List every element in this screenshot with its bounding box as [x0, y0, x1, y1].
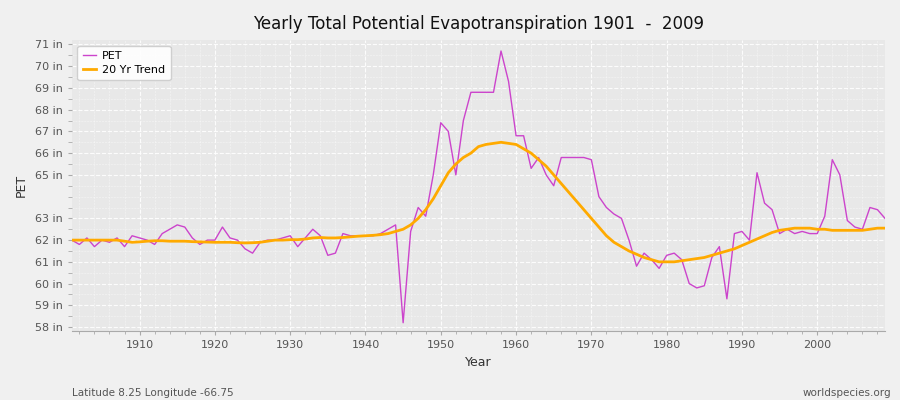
Line: PET: PET [72, 51, 885, 323]
PET [398, 320, 409, 325]
Line: 20 Yr Trend: 20 Yr Trend [72, 142, 885, 262]
PET [616, 216, 627, 221]
PET [292, 244, 303, 249]
PET [127, 233, 138, 238]
PET [518, 133, 529, 138]
X-axis label: Year: Year [465, 356, 491, 369]
20 Yr Trend [496, 140, 507, 145]
20 Yr Trend [879, 226, 890, 230]
20 Yr Trend [518, 146, 529, 151]
20 Yr Trend [292, 237, 303, 242]
Text: worldspecies.org: worldspecies.org [803, 388, 891, 398]
PET [879, 216, 890, 221]
PET [496, 48, 507, 53]
PET [338, 231, 348, 236]
Legend: PET, 20 Yr Trend: PET, 20 Yr Trend [77, 46, 170, 80]
20 Yr Trend [67, 238, 77, 242]
Y-axis label: PET: PET [15, 174, 28, 197]
20 Yr Trend [653, 260, 664, 264]
20 Yr Trend [338, 235, 348, 240]
PET [526, 166, 536, 171]
Text: Latitude 8.25 Longitude -66.75: Latitude 8.25 Longitude -66.75 [72, 388, 234, 398]
20 Yr Trend [608, 240, 619, 245]
Title: Yearly Total Potential Evapotranspiration 1901  -  2009: Yearly Total Potential Evapotranspiratio… [253, 15, 704, 33]
20 Yr Trend [127, 240, 138, 245]
PET [67, 238, 77, 242]
20 Yr Trend [510, 142, 521, 147]
